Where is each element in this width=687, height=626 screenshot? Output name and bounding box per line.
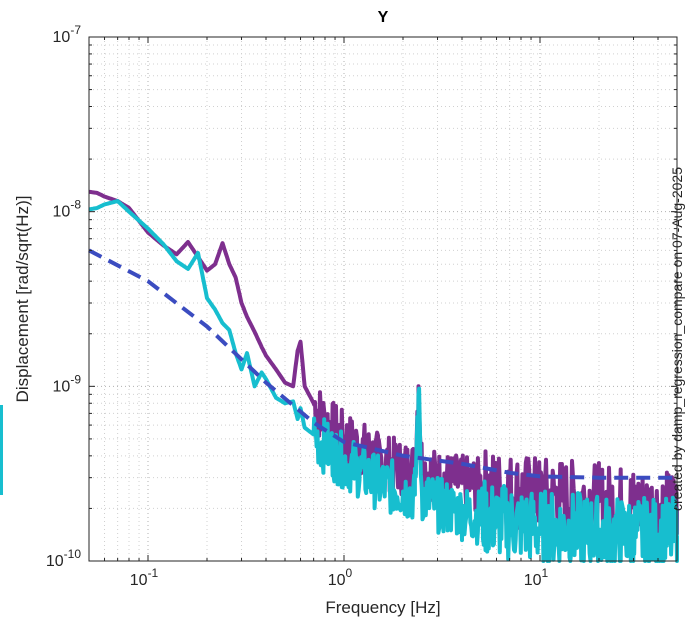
x-tick-label: 10-1 (130, 566, 159, 589)
y-axis-label: Displacement [rad/sqrt(Hz)] (13, 196, 32, 403)
series-layer (87, 189, 679, 563)
x-tick-label: 100 (328, 566, 353, 589)
chart-title: Y (378, 9, 389, 26)
series-line-2 (87, 199, 679, 563)
series-line-3 (88, 248, 677, 480)
y-tick-label: 10-7 (53, 23, 82, 46)
axes-box (88, 36, 678, 562)
x-tick-label: 101 (524, 566, 549, 589)
creation-annotation: created by damp_regression_compare on 07… (669, 167, 685, 511)
y-tick-label: 10-10 (46, 547, 81, 570)
tick-marks (88, 37, 678, 562)
tick-labels: 10-1 100 101 10-10 10-9 10-8 10-7 (46, 23, 549, 589)
left-edge-fragment (0, 405, 3, 495)
y-tick-label: 10-9 (53, 372, 82, 395)
y-tick-label: 10-8 (53, 198, 82, 221)
x-axis-label: Frequency [Hz] (325, 598, 440, 617)
